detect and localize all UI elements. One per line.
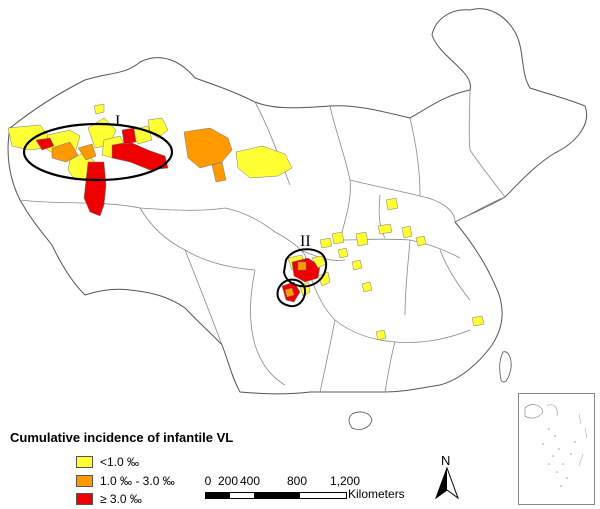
county-red [111,141,169,171]
scale-tick: 1,200 [329,474,361,488]
scale-unit: Kilometers [348,487,405,501]
cluster-ii-outline-north [282,248,328,288]
legend-item-high: ≥ 3.0 ‰ [76,491,142,506]
scale-ticks: 0 200 400 800 1,200 [205,474,375,488]
county-red [83,161,107,217]
county-red [121,127,137,145]
south-china-sea-inset [518,393,595,505]
legend-label-high: ≥ 3.0 ‰ [100,491,142,506]
county-orange [77,143,97,161]
county-yellow [93,103,105,115]
county-orange [183,127,233,169]
county-yellow [375,329,387,341]
legend-swatch-orange [76,474,93,487]
scattered-counties [319,197,485,341]
north-arrow-icon: N [434,453,460,500]
legend-swatch-red [76,492,93,505]
county-yellow [351,259,363,271]
cluster-ii-label: II [300,233,311,250]
scale-tick: 200 [217,474,239,488]
county-yellow [235,145,293,179]
taiwan-island [499,351,512,383]
county-yellow [331,231,345,245]
county-yellow [337,247,349,259]
county-orange [284,287,295,298]
legend-swatch-yellow [76,455,93,468]
inset-map [524,404,588,487]
county-yellow [377,223,393,235]
cluster-ii-outline-south [276,278,306,308]
cluster-i-label: I [115,113,120,130]
northeast-xinjiang-counties [183,127,293,183]
scale-bar-segments [205,492,347,499]
county-orange [297,261,307,271]
scale-tick: 0 [204,474,212,488]
north-label: N [441,453,450,468]
county-orange [211,161,227,183]
county-yellow [385,197,399,211]
legend-item-low: <1.0 ‰ [76,454,140,469]
county-orange [51,141,79,163]
county-red [35,137,55,151]
county-yellow [401,225,413,239]
scale-tick: 800 [286,474,308,488]
county-yellow [355,231,369,247]
legend-label-low: <1.0 ‰ [100,454,140,469]
country-outline [7,8,587,395]
cluster-i-ellipse [22,122,174,182]
legend-label-mid: 1.0 ‰ - 3.0 ‰ [100,473,175,488]
county-yellow [361,281,373,293]
scale-tick: 400 [239,474,261,488]
county-yellow [471,315,485,327]
legend-item-mid: 1.0 ‰ - 3.0 ‰ [76,473,175,488]
legend-title: Cumulative incidence of infantile VL [10,430,234,445]
province-boundaries [19,89,506,393]
hainan-island [348,411,373,430]
scale-bar: 0 200 400 800 1,200 Kilometers [205,474,405,502]
county-yellow [415,235,427,247]
county-yellow [319,237,333,249]
cluster-i-counties [7,103,169,217]
